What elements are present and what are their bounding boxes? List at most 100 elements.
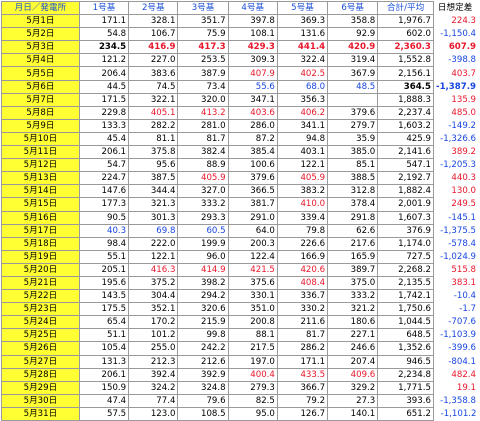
row-unit-1: 171.1 xyxy=(78,14,130,29)
row-unit-4: 351.0 xyxy=(227,302,278,317)
row-unit-6: 333.2 xyxy=(327,289,379,304)
row-unit-3: 253.5 xyxy=(177,53,229,68)
row-unit-5: 433.5 xyxy=(276,367,329,382)
header-col-2: 2号基 xyxy=(128,0,179,16)
row-unit-2: 69.8 xyxy=(128,223,179,238)
row-unit-2: 416.3 xyxy=(128,262,179,277)
row-unit-4: 122.4 xyxy=(227,249,278,264)
table-row: 5月11日 206.1 375.8 382.4 385.4 403.1 385.0 2,141… xyxy=(1,145,480,160)
row-unit-2: 383.6 xyxy=(128,66,179,81)
row-unit-2: 81.1 xyxy=(128,131,179,147)
row-total: 648.5 xyxy=(377,328,434,343)
header-col-3: 3号基 xyxy=(177,0,229,16)
row-total: 2,192.7 xyxy=(377,171,434,186)
row-unit-5: 122.1 xyxy=(276,158,329,173)
table-row: 5月29日 150.9 324.2 324.8 279.3 366.7 329.2 1,771… xyxy=(1,380,480,395)
row-unit-3: 392.9 xyxy=(177,367,229,382)
row-unit-5: 369.3 xyxy=(276,14,329,29)
row-unit-5: 322.4 xyxy=(276,53,329,68)
row-date: 5月13日 xyxy=(1,171,80,186)
row-unit-6: 321.2 xyxy=(327,302,379,317)
row-unit-2: 324.2 xyxy=(128,380,179,395)
row-unit-6: 409.6 xyxy=(327,367,379,382)
header-col-5: 5号基 xyxy=(276,0,329,16)
row-unit-5: 383.2 xyxy=(276,184,329,199)
row-unit-6: 180.6 xyxy=(327,315,379,330)
row-diff: -804.1 xyxy=(448,356,476,367)
table-row: 5月7日 171.5 322.1 320.0 347.1 356.3 1,888.3 135.… xyxy=(1,92,480,107)
row-total: 2,001.9 xyxy=(377,197,434,212)
table-row: 5月9日 133.3 282.2 281.0 286.0 341.1 279.7 1,603.… xyxy=(1,118,480,133)
row-date: 5月7日 xyxy=(1,92,80,107)
table-row: 5月28日 206.1 392.4 392.9 400.4 433.5 409.6 2,234… xyxy=(1,367,480,382)
row-total: 1,603.2 xyxy=(377,118,434,133)
row-unit-2: 405.1 xyxy=(128,105,179,120)
row-unit-4: 375.6 xyxy=(227,275,278,291)
row-unit-3: 417.3 xyxy=(177,40,229,55)
row-unit-5: 286.2 xyxy=(276,341,329,356)
row-unit-6: 35.9 xyxy=(327,131,379,147)
row-unit-5: 171.1 xyxy=(276,354,329,369)
row-total: 2,141.6 xyxy=(377,145,434,160)
row-unit-2: 222.0 xyxy=(128,236,179,251)
row-unit-1: 45.4 xyxy=(78,131,130,147)
row-diff: 440.3 xyxy=(451,173,476,184)
row-total: 2,135.5 xyxy=(377,275,434,291)
row-unit-1: 175.5 xyxy=(78,302,130,317)
row-total: 727.5 xyxy=(377,249,434,264)
row-diff: -399.6 xyxy=(448,343,476,354)
row-date: 5月14日 xyxy=(1,184,80,199)
row-unit-5: 79.8 xyxy=(276,223,329,238)
row-unit-3: 99.8 xyxy=(177,328,229,343)
row-unit-6: 389.7 xyxy=(327,262,379,277)
row-diff: 485.0 xyxy=(451,107,476,118)
header-col-7: 合計/平均 xyxy=(377,0,434,16)
row-diff: -1,024.9 xyxy=(440,251,476,262)
row-unit-2: 227.0 xyxy=(128,53,179,68)
row-unit-2: 322.1 xyxy=(128,92,179,107)
table-row: 5月21日 195.6 375.2 398.2 375.6 408.4 375.0 2,135… xyxy=(1,275,480,291)
row-unit-6: 385.0 xyxy=(327,145,379,160)
row-unit-4: 200.3 xyxy=(227,236,278,251)
row-unit-5: 126.7 xyxy=(276,406,329,421)
row-unit-4: 429.3 xyxy=(227,40,278,55)
row-date: 5月4日 xyxy=(1,53,80,68)
row-unit-3: 75.9 xyxy=(177,27,229,42)
row-unit-4: 381.7 xyxy=(227,197,278,212)
row-unit-5: 406.2 xyxy=(276,105,329,120)
row-unit-4: 100.6 xyxy=(227,158,278,173)
row-unit-4: 385.4 xyxy=(227,145,278,160)
row-unit-5: 339.4 xyxy=(276,210,329,225)
row-unit-5: 405.9 xyxy=(276,171,329,186)
row-diff: -1,387.9 xyxy=(436,81,476,92)
row-unit-5: 336.7 xyxy=(276,289,329,304)
row-unit-3: 387.9 xyxy=(177,66,229,81)
row-unit-1: 133.3 xyxy=(78,118,130,133)
row-unit-4: 421.5 xyxy=(227,262,278,277)
row-unit-3: 398.2 xyxy=(177,275,229,291)
table-row: 5月1日 171.1 328.1 351.7 397.8 369.3 358.8 1,976.… xyxy=(1,14,480,29)
row-unit-6: 319.4 xyxy=(327,53,379,68)
row-total: 1,976.7 xyxy=(377,14,434,29)
row-unit-2: 106.7 xyxy=(128,27,179,42)
row-diff: 224.3 xyxy=(451,16,476,27)
row-total: 946.5 xyxy=(377,354,434,369)
row-diff: 135.9 xyxy=(451,94,476,105)
row-unit-6: 291.8 xyxy=(327,210,379,225)
row-unit-6: 92.9 xyxy=(327,27,379,42)
row-unit-6: 279.7 xyxy=(327,118,379,133)
row-diff: 389.2 xyxy=(451,147,476,158)
table-row: 5月23日 175.5 352.1 320.6 351.0 330.2 321.2 1,750… xyxy=(1,302,480,317)
row-unit-5: 68.0 xyxy=(276,79,329,94)
row-unit-6: 217.6 xyxy=(327,236,379,251)
row-unit-4: 55.6 xyxy=(227,79,278,94)
row-unit-6: 207.4 xyxy=(327,354,379,369)
row-diff: 19.1 xyxy=(456,382,476,393)
row-unit-5: 403.1 xyxy=(276,145,329,160)
row-unit-4: 291.0 xyxy=(227,210,278,225)
row-unit-3: 414.9 xyxy=(177,262,229,277)
row-diff: -1.7 xyxy=(459,304,476,315)
row-diff: -1,101.2 xyxy=(440,408,477,419)
row-unit-5: 131.6 xyxy=(276,27,329,42)
table-row: 5月22日 143.5 304.4 294.2 330.1 336.7 333.2 1,742… xyxy=(1,289,480,304)
